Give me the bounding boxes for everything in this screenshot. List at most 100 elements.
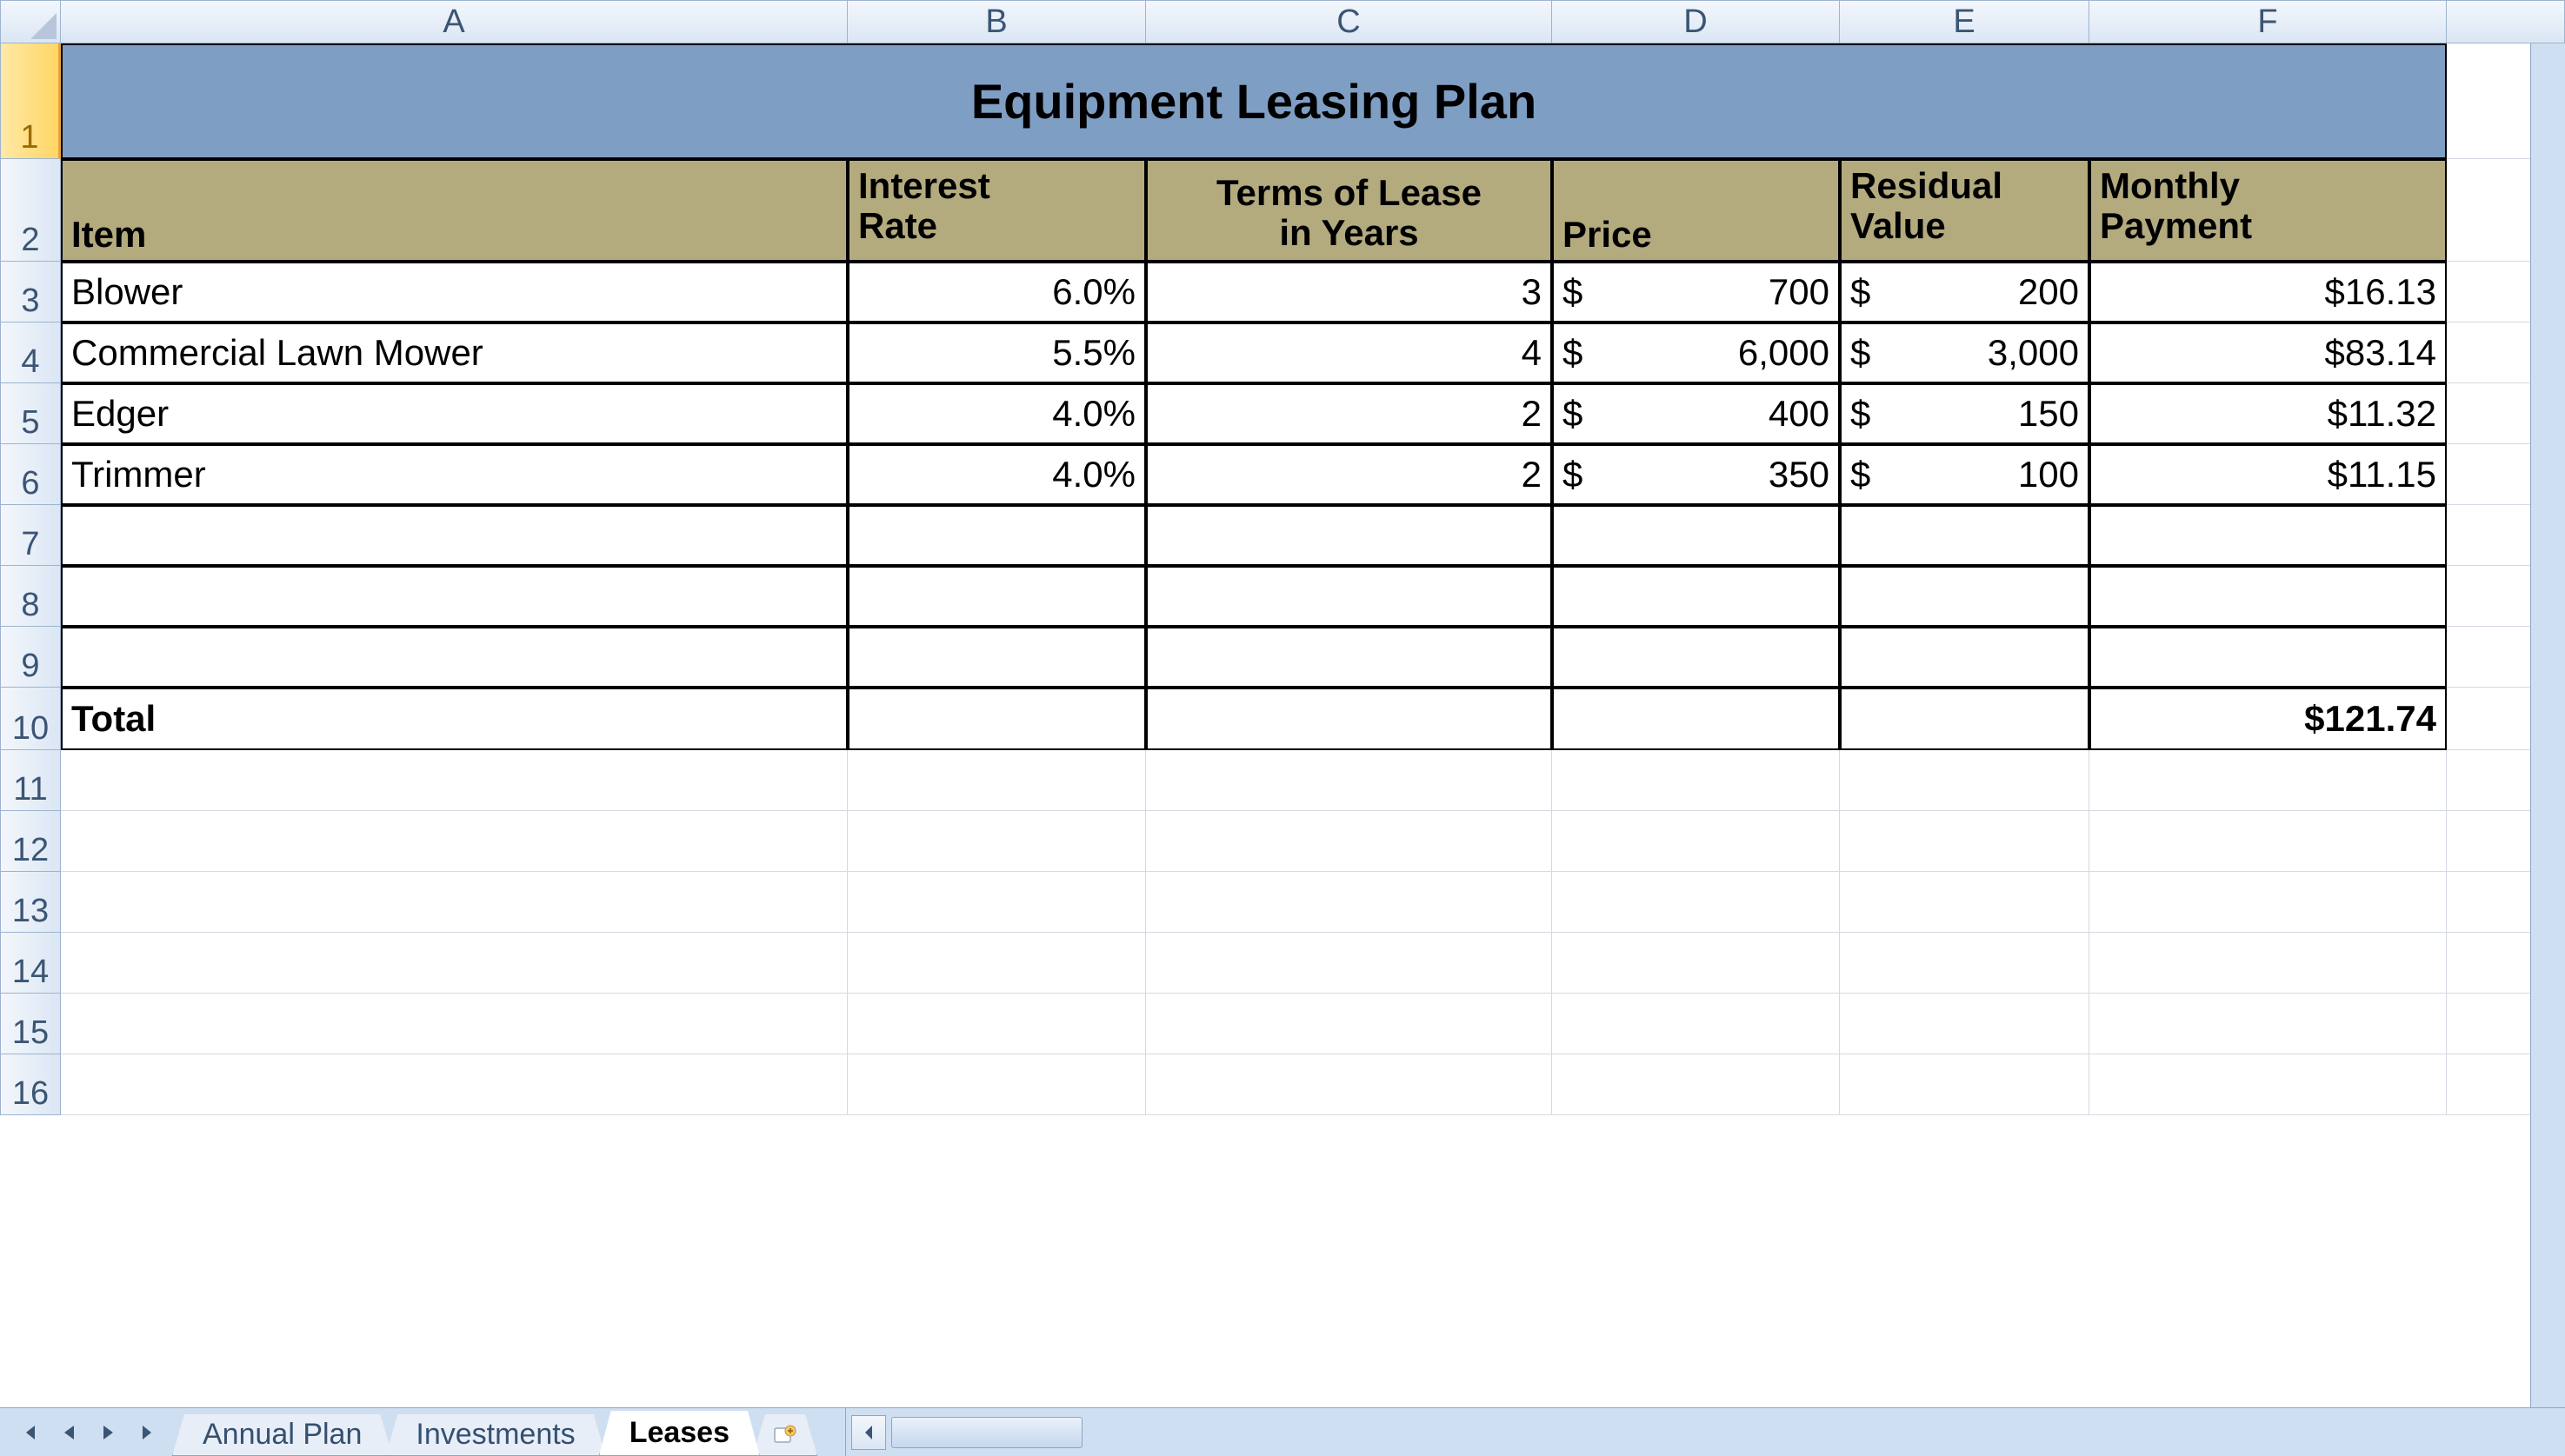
hscroll-left-button[interactable]: [851, 1415, 886, 1450]
cell-C11[interactable]: [1146, 750, 1552, 811]
total-blank-D[interactable]: [1552, 688, 1840, 750]
tab-first-button[interactable]: [17, 1419, 40, 1446]
column-header-F[interactable]: F: [2089, 0, 2447, 43]
row-header-16[interactable]: 16: [0, 1054, 61, 1115]
cell-F13[interactable]: [2089, 872, 2447, 933]
cell-C14[interactable]: [1146, 933, 1552, 994]
item-cell-3[interactable]: Edger: [61, 383, 848, 444]
payment-cell-1[interactable]: $16.13: [2089, 262, 2447, 322]
terms-cell-2[interactable]: 4: [1146, 322, 1552, 383]
item-cell-1[interactable]: Blower: [61, 262, 848, 322]
cell-E15[interactable]: [1840, 994, 2089, 1054]
row-header-11[interactable]: 11: [0, 750, 61, 811]
hscroll-thumb[interactable]: [891, 1417, 1083, 1448]
price-cell-1[interactable]: $700: [1552, 262, 1840, 322]
row-header-2[interactable]: 2: [0, 159, 61, 262]
row-header-4[interactable]: 4: [0, 322, 61, 383]
residual-cell-1[interactable]: $200: [1840, 262, 2089, 322]
cell-E16[interactable]: [1840, 1054, 2089, 1115]
cell-E12[interactable]: [1840, 811, 2089, 872]
price-cell-4[interactable]: $350: [1552, 444, 1840, 505]
terms-cell-4[interactable]: 2: [1146, 444, 1552, 505]
blank-cell-E8[interactable]: [1840, 566, 2089, 627]
cell-E11[interactable]: [1840, 750, 2089, 811]
cell-F11[interactable]: [2089, 750, 2447, 811]
column-header-extra[interactable]: [2447, 0, 2565, 43]
blank-cell-F8[interactable]: [2089, 566, 2447, 627]
blank-cell-E7[interactable]: [1840, 505, 2089, 566]
blank-cell-F7[interactable]: [2089, 505, 2447, 566]
blank-cell-C7[interactable]: [1146, 505, 1552, 566]
row-header-6[interactable]: 6: [0, 444, 61, 505]
cell-B11[interactable]: [848, 750, 1146, 811]
payment-cell-2[interactable]: $83.14: [2089, 322, 2447, 383]
residual-cell-2[interactable]: $3,000: [1840, 322, 2089, 383]
cell-F14[interactable]: [2089, 933, 2447, 994]
cell-D14[interactable]: [1552, 933, 1840, 994]
rate-cell-2[interactable]: 5.5%: [848, 322, 1146, 383]
row-header-14[interactable]: 14: [0, 933, 61, 994]
cell-F16[interactable]: [2089, 1054, 2447, 1115]
item-cell-2[interactable]: Commercial Lawn Mower: [61, 322, 848, 383]
tab-prev-button[interactable]: [57, 1419, 80, 1446]
cell-grid[interactable]: Equipment Leasing PlanItemInterestRateTe…: [61, 43, 2565, 1407]
column-header-B[interactable]: B: [848, 0, 1146, 43]
blank-cell-D7[interactable]: [1552, 505, 1840, 566]
tab-next-button[interactable]: [97, 1419, 120, 1446]
blank-cell-C8[interactable]: [1146, 566, 1552, 627]
cell-C13[interactable]: [1146, 872, 1552, 933]
new-sheet-tab[interactable]: [753, 1414, 817, 1456]
blank-cell-B8[interactable]: [848, 566, 1146, 627]
item-cell-4[interactable]: Trimmer: [61, 444, 848, 505]
row-header-7[interactable]: 7: [0, 505, 61, 566]
row-header-9[interactable]: 9: [0, 627, 61, 688]
terms-cell-1[interactable]: 3: [1146, 262, 1552, 322]
cell-B14[interactable]: [848, 933, 1146, 994]
cell-A16[interactable]: [61, 1054, 848, 1115]
price-cell-3[interactable]: $400: [1552, 383, 1840, 444]
select-all-corner[interactable]: [0, 0, 61, 43]
payment-cell-3[interactable]: $11.32: [2089, 383, 2447, 444]
sheet-tab-annual-plan[interactable]: Annual Plan: [172, 1414, 392, 1456]
total-payment-cell[interactable]: $121.74: [2089, 688, 2447, 750]
row-header-13[interactable]: 13: [0, 872, 61, 933]
tab-last-button[interactable]: [137, 1419, 160, 1446]
cell-E13[interactable]: [1840, 872, 2089, 933]
row-header-15[interactable]: 15: [0, 994, 61, 1054]
total-blank-E[interactable]: [1840, 688, 2089, 750]
cell-D13[interactable]: [1552, 872, 1840, 933]
blank-cell-B9[interactable]: [848, 627, 1146, 688]
rate-cell-4[interactable]: 4.0%: [848, 444, 1146, 505]
row-header-10[interactable]: 10: [0, 688, 61, 750]
blank-cell-E9[interactable]: [1840, 627, 2089, 688]
sheet-tab-investments[interactable]: Investments: [385, 1414, 605, 1456]
cell-D15[interactable]: [1552, 994, 1840, 1054]
cell-A11[interactable]: [61, 750, 848, 811]
blank-cell-B7[interactable]: [848, 505, 1146, 566]
cell-B12[interactable]: [848, 811, 1146, 872]
row-header-8[interactable]: 8: [0, 566, 61, 627]
cell-A13[interactable]: [61, 872, 848, 933]
cell-C16[interactable]: [1146, 1054, 1552, 1115]
cell-F12[interactable]: [2089, 811, 2447, 872]
cell-B15[interactable]: [848, 994, 1146, 1054]
cell-C12[interactable]: [1146, 811, 1552, 872]
blank-cell-A7[interactable]: [61, 505, 848, 566]
row-header-1[interactable]: 1: [0, 43, 61, 159]
blank-cell-C9[interactable]: [1146, 627, 1552, 688]
cell-B16[interactable]: [848, 1054, 1146, 1115]
cell-A15[interactable]: [61, 994, 848, 1054]
blank-cell-D9[interactable]: [1552, 627, 1840, 688]
column-header-E[interactable]: E: [1840, 0, 2089, 43]
terms-cell-3[interactable]: 2: [1146, 383, 1552, 444]
row-header-3[interactable]: 3: [0, 262, 61, 322]
column-header-C[interactable]: C: [1146, 0, 1552, 43]
payment-cell-4[interactable]: $11.15: [2089, 444, 2447, 505]
blank-cell-D8[interactable]: [1552, 566, 1840, 627]
total-blank-C[interactable]: [1146, 688, 1552, 750]
residual-cell-3[interactable]: $150: [1840, 383, 2089, 444]
total-label-cell[interactable]: Total: [61, 688, 848, 750]
cell-D12[interactable]: [1552, 811, 1840, 872]
sheet-tab-leases[interactable]: Leases: [599, 1411, 760, 1456]
horizontal-scrollbar[interactable]: [845, 1408, 2565, 1456]
